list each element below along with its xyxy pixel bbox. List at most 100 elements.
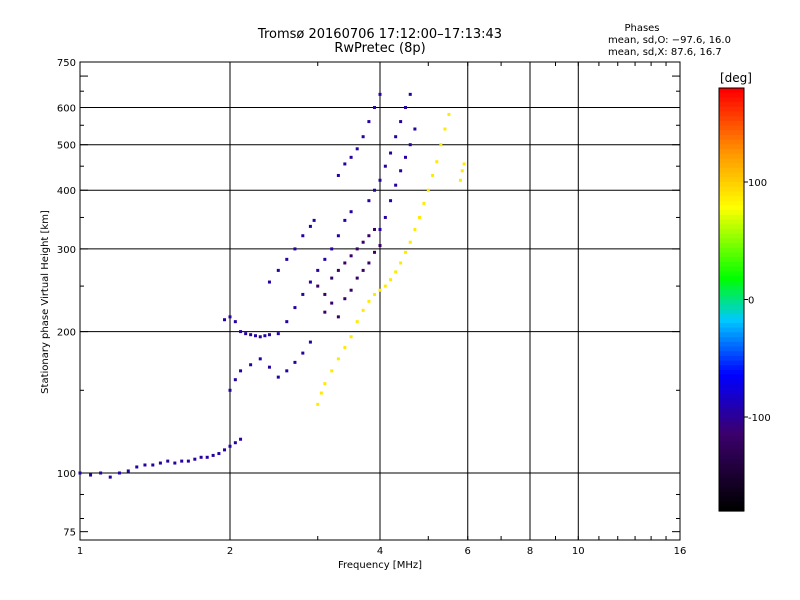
colorbar-segment xyxy=(719,454,744,460)
data-point xyxy=(422,201,426,205)
colorbar-segment xyxy=(719,111,744,117)
data-point xyxy=(462,162,466,166)
data-point xyxy=(361,308,365,312)
colorbar-segment xyxy=(719,487,744,493)
colorbar-segment xyxy=(719,224,744,230)
data-point xyxy=(336,173,340,177)
colorbar-segment xyxy=(719,388,744,395)
data-point xyxy=(117,471,121,475)
data-point xyxy=(267,333,271,337)
data-point xyxy=(285,320,289,324)
data-point xyxy=(355,320,359,324)
colorbar-segment xyxy=(719,370,744,376)
data-point xyxy=(447,112,451,116)
colorbar-segment xyxy=(719,106,744,113)
y-tick-label: 750 xyxy=(57,58,76,69)
data-point xyxy=(394,270,398,274)
colorbar-segment xyxy=(719,473,744,479)
phases-line-o: mean, sd,O: −97.6, 16.0 xyxy=(608,35,731,46)
data-point xyxy=(276,332,280,336)
data-point xyxy=(78,471,82,475)
colorbar-segment xyxy=(719,252,744,258)
data-point xyxy=(336,357,340,361)
colorbar-segment xyxy=(719,379,744,385)
colorbar-segment xyxy=(719,464,744,470)
colorbar-segment xyxy=(719,247,744,254)
data-point xyxy=(361,240,365,244)
colorbar-segment xyxy=(719,492,744,498)
data-point xyxy=(316,268,320,272)
colorbar-segment xyxy=(719,346,744,352)
data-point xyxy=(249,363,253,367)
colorbar-segment xyxy=(719,459,744,465)
data-point xyxy=(330,247,334,251)
data-point xyxy=(285,369,289,373)
data-point xyxy=(180,459,184,463)
data-point xyxy=(126,469,130,473)
data-point xyxy=(367,299,371,303)
colorbar-segment xyxy=(719,482,744,489)
data-point xyxy=(373,292,377,296)
data-point xyxy=(323,257,327,261)
colorbar-segment xyxy=(719,280,744,286)
x-axis-label: Frequency [MHz] xyxy=(338,560,422,571)
data-point xyxy=(439,143,443,147)
data-point xyxy=(99,471,103,475)
colorbar-segment xyxy=(719,172,744,178)
colorbar-segment xyxy=(719,355,744,362)
data-point xyxy=(435,160,439,164)
data-point xyxy=(223,448,227,452)
data-point xyxy=(301,292,305,296)
colorbar-segment xyxy=(719,313,744,319)
colorbar-segment xyxy=(719,426,744,432)
colorbar-segment xyxy=(719,243,744,249)
data-point xyxy=(373,250,377,254)
colorbar-segment xyxy=(719,294,744,301)
x-tick-label: 16 xyxy=(674,546,687,557)
colorbar-segment xyxy=(719,360,744,366)
data-point xyxy=(378,227,382,231)
colorbar-segment xyxy=(719,501,744,507)
colorbar-segment xyxy=(719,431,744,437)
colorbar-segment xyxy=(719,417,744,423)
data-point xyxy=(417,215,421,219)
data-point xyxy=(378,288,382,292)
data-point xyxy=(276,268,280,272)
data-point xyxy=(361,135,365,139)
data-point xyxy=(343,162,347,166)
data-point xyxy=(293,247,297,251)
x-tick-label: 2 xyxy=(227,546,233,557)
y-tick-label: 300 xyxy=(57,245,76,256)
data-point xyxy=(330,301,334,305)
data-point xyxy=(228,315,232,319)
data-point xyxy=(233,320,237,324)
x-tick-label: 1 xyxy=(77,546,83,557)
colorbar-segment xyxy=(719,435,744,442)
colorbar-segment xyxy=(719,304,744,310)
data-point xyxy=(399,169,403,173)
data-point xyxy=(343,346,347,350)
colorbar-segment xyxy=(719,88,744,94)
data-point xyxy=(244,332,248,336)
data-point xyxy=(89,473,93,477)
data-point xyxy=(399,120,403,124)
colorbar-segment xyxy=(719,398,744,404)
colorbar-segment xyxy=(719,318,744,324)
colorbar-segment xyxy=(719,341,744,348)
phases-title: Phases xyxy=(624,23,659,34)
colorbar-segment xyxy=(719,139,744,145)
y-axis-label: Stationary phase Virtual Height [km] xyxy=(40,210,51,394)
colorbar-segment xyxy=(719,210,744,216)
data-point xyxy=(263,334,267,338)
data-point xyxy=(323,292,327,296)
x-tick-label: 6 xyxy=(465,546,471,557)
data-point xyxy=(389,278,393,282)
data-point xyxy=(211,453,215,457)
data-point xyxy=(186,459,190,463)
colorbar-segment xyxy=(719,276,744,282)
data-point xyxy=(343,297,347,301)
colorbar-segment xyxy=(719,266,744,272)
colorbar-label: [deg] xyxy=(720,71,752,85)
colorbar-segment xyxy=(719,149,744,155)
data-point xyxy=(403,250,407,254)
